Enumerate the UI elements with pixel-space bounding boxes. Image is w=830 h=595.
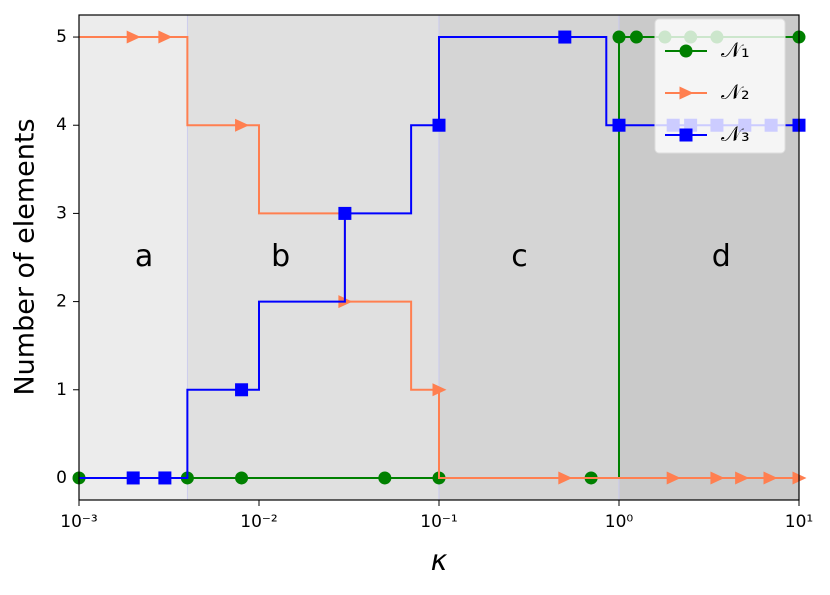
region-label: b <box>271 239 290 274</box>
marker <box>558 30 572 44</box>
marker <box>235 471 249 485</box>
marker <box>679 86 694 100</box>
legend-box <box>654 18 786 154</box>
y-axis-label: Number of elements <box>10 118 41 395</box>
marker <box>710 471 725 485</box>
series-line <box>79 36 799 479</box>
region-label: a <box>135 239 153 274</box>
marker <box>158 471 172 485</box>
marker <box>126 30 141 44</box>
y-tick-label: 4 <box>56 115 67 135</box>
y-tick-label: 5 <box>56 27 67 47</box>
legend-label: 𝒩₁ <box>721 38 750 62</box>
region <box>78 14 188 501</box>
x-tick-label: 10⁰ <box>605 512 634 532</box>
marker <box>629 30 643 44</box>
region <box>186 14 440 501</box>
marker <box>235 383 249 397</box>
x-tick-label: 10⁻³ <box>60 512 97 532</box>
legend-label: 𝒩₃ <box>721 122 750 146</box>
x-tick-label: 10⁻¹ <box>420 512 457 532</box>
marker <box>679 44 693 58</box>
y-tick-label: 1 <box>56 380 67 400</box>
marker <box>558 471 573 485</box>
marker <box>235 118 250 132</box>
marker <box>735 471 750 485</box>
y-tick-label: 0 <box>56 468 67 488</box>
marker <box>338 206 352 220</box>
marker <box>763 471 778 485</box>
marker <box>612 118 626 132</box>
marker <box>158 30 173 44</box>
marker <box>612 30 626 44</box>
marker <box>432 383 447 397</box>
region-label: d <box>712 239 731 274</box>
marker <box>432 118 446 132</box>
region <box>438 14 620 501</box>
marker <box>126 471 140 485</box>
marker <box>666 471 681 485</box>
plot-frame <box>78 14 800 501</box>
x-tick-label: 10⁻² <box>240 512 277 532</box>
region-label: c <box>511 239 528 274</box>
x-axis-label: κ <box>431 544 448 577</box>
marker <box>679 128 693 142</box>
y-tick-label: 2 <box>56 292 67 312</box>
legend: 𝒩₁ 𝒩₂ 𝒩₃ <box>654 18 786 154</box>
legend-label: 𝒩₂ <box>721 80 750 104</box>
y-tick-label: 3 <box>56 203 67 223</box>
marker <box>378 471 392 485</box>
x-tick-label: 10¹ <box>785 512 813 532</box>
